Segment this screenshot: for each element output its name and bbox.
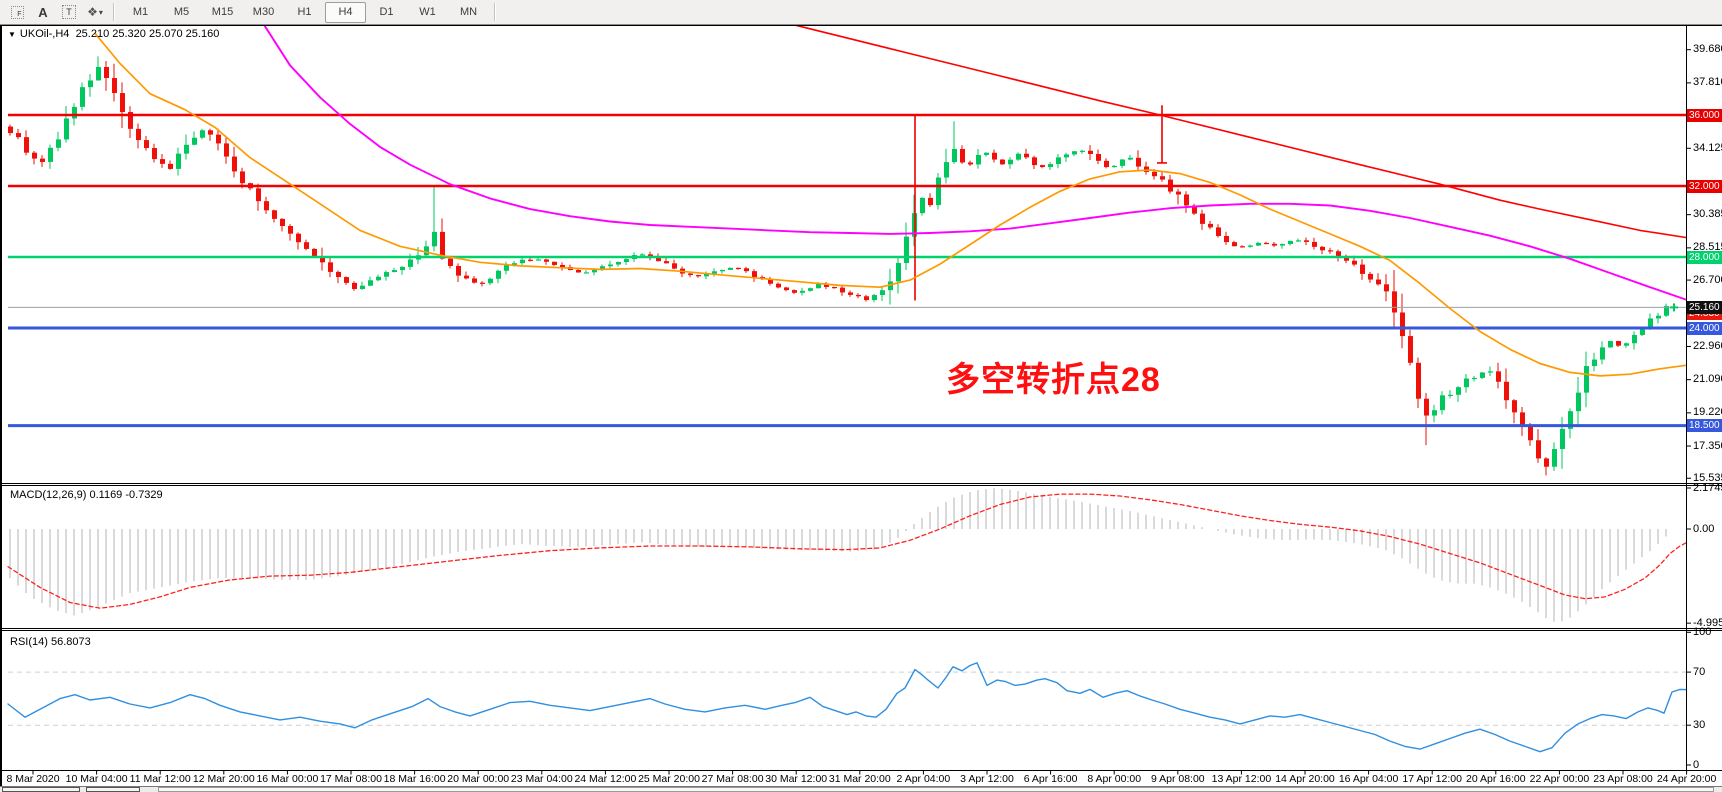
template-f-glyph: F xyxy=(10,5,24,19)
text-tool-glyph: T xyxy=(62,5,76,19)
time-axis-label: 14 Apr 20:00 xyxy=(1275,773,1335,785)
tf-button-m1[interactable]: M1 xyxy=(132,6,149,18)
rsi-indicator-label: RSI(14) 56.8073 xyxy=(10,636,91,648)
price-level-tag: 24.000 xyxy=(1687,321,1722,335)
time-axis-label: 31 Mar 20:00 xyxy=(828,773,891,785)
chart-annotation-text[interactable]: 多空转折点28 xyxy=(946,361,1161,399)
time-axis-label: 25 Mar 20:00 xyxy=(638,773,700,785)
tf-button-h1[interactable]: H1 xyxy=(297,6,312,18)
text-tool-icon[interactable]: T xyxy=(58,2,80,22)
macd-axis-label: 0.00 xyxy=(1693,522,1715,535)
price-axis-label: 37.810 xyxy=(1693,76,1722,89)
font-glyph: A xyxy=(38,4,48,20)
objects-glyph: ❖ xyxy=(87,5,98,19)
price-level-tag: 25.160 xyxy=(1687,300,1722,314)
tf-button-d1[interactable]: D1 xyxy=(379,6,394,18)
price-axis-label: 22.960 xyxy=(1693,339,1722,352)
rsi-axis-label: 70 xyxy=(1693,665,1706,678)
time-axis-label: 18 Mar 16:00 xyxy=(383,773,446,785)
time-axis-label: 3 Apr 12:00 xyxy=(960,773,1014,785)
chart-tab[interactable] xyxy=(86,787,140,792)
objects-icon[interactable]: ❖ ▾ xyxy=(84,2,106,22)
time-axis-label: 12 Mar 20:00 xyxy=(192,773,255,785)
tf-button-w1[interactable]: W1 xyxy=(419,6,436,18)
rsi-axis-label: 100 xyxy=(1693,625,1712,638)
tf-button-mn[interactable]: MN xyxy=(459,6,478,18)
time-axis-label: 2 Apr 04:00 xyxy=(896,773,951,785)
price-level-tag: 32.000 xyxy=(1687,179,1722,193)
price-axis-label: 21.090 xyxy=(1693,373,1722,386)
price-axis-label: 39.680 xyxy=(1693,43,1722,56)
price-axis-label: 30.385 xyxy=(1693,208,1722,221)
time-axis-label: 24 Mar 12:00 xyxy=(574,773,637,785)
tf-button-h4[interactable]: H4 xyxy=(325,1,366,23)
price-axis-label: 28.515 xyxy=(1693,241,1722,254)
time-axis-label: 6 Apr 16:00 xyxy=(1023,773,1078,785)
font-icon[interactable]: A xyxy=(32,2,54,22)
tf-button-m15[interactable]: M15 xyxy=(211,6,234,18)
time-axis-label: 8 Apr 00:00 xyxy=(1087,773,1142,785)
macd-axis-label: 2.1745 xyxy=(1693,481,1722,494)
price-axis-label: 17.350 xyxy=(1693,439,1722,452)
toolbar-separator xyxy=(113,3,115,21)
tf-button-m5[interactable]: M5 xyxy=(173,6,190,18)
price-axis-label: 34.125 xyxy=(1693,141,1722,154)
chart-tabs-strip[interactable] xyxy=(0,786,1722,792)
time-axis-label: 17 Apr 12:00 xyxy=(1402,773,1462,785)
time-axis-label: 10 Mar 04:00 xyxy=(65,773,128,785)
macd-indicator-label: MACD(12,26,9) 0.1169 -0.7329 xyxy=(10,489,163,501)
time-axis-label: 11 Mar 12:00 xyxy=(129,773,191,785)
ohlc-values-label: 25.210 25.320 25.070 25.160 xyxy=(75,28,220,40)
price-level-tag: 28.000 xyxy=(1687,250,1722,264)
price-axis-label: 26.700 xyxy=(1693,273,1722,286)
price-axis-label: 19.220 xyxy=(1693,406,1722,419)
toolbar: F A T ❖ ▾ M1 M5 M15 M30 H1 H4 D1 W1 MN xyxy=(0,0,1722,25)
time-axis-label: 24 Apr 20:00 xyxy=(1656,773,1717,785)
time-axis-label: 23 Apr 08:00 xyxy=(1593,773,1653,785)
chevron-down-icon: ▾ xyxy=(98,7,103,17)
time-axis-label: 16 Mar 00:00 xyxy=(256,773,319,785)
rsi-axis-label: 0 xyxy=(1693,758,1700,771)
time-axis-label: 9 Apr 08:00 xyxy=(1150,773,1205,785)
macd-axis-label: -4.9955 xyxy=(1693,616,1722,629)
tf-button-m30[interactable]: M30 xyxy=(252,6,275,18)
chart-menu-arrow-icon[interactable]: ▼ xyxy=(8,30,16,39)
rsi-axis-label: 30 xyxy=(1693,718,1706,731)
time-axis-label: 20 Mar 00:00 xyxy=(447,773,510,785)
timeframe-group: M1 M5 M15 M30 H1 H4 D1 W1 MN xyxy=(120,1,489,23)
time-axis-label: 27 Mar 08:00 xyxy=(701,773,764,785)
time-axis-label: 23 Mar 04:00 xyxy=(510,773,573,785)
chart-tab-area[interactable] xyxy=(158,787,1714,792)
time-axis-label: 22 Apr 00:00 xyxy=(1529,773,1590,785)
time-axis-label: 17 Mar 08:00 xyxy=(320,773,382,785)
chart-tab[interactable] xyxy=(2,787,80,792)
chart-title[interactable]: ▼ UKOil-,H4 25.210 25.320 25.070 25.160 xyxy=(8,28,219,40)
symbol-period-label: UKOil-,H4 xyxy=(19,28,70,40)
time-axis-label: 16 Apr 04:00 xyxy=(1338,773,1399,785)
toolbar-separator xyxy=(494,3,496,21)
time-axis-label: 30 Mar 12:00 xyxy=(765,773,828,785)
time-axis-label: 8 Mar 2020 xyxy=(6,773,60,785)
price-axis-label: 15.535 xyxy=(1693,471,1722,484)
price-level-tag: 36.000 xyxy=(1687,108,1722,122)
time-axis-label: 20 Apr 16:00 xyxy=(1466,773,1526,785)
template-f-icon[interactable]: F xyxy=(6,2,28,22)
time-axis-label: 13 Apr 12:00 xyxy=(1211,773,1272,785)
price-level-tag: 18.500 xyxy=(1687,419,1722,433)
